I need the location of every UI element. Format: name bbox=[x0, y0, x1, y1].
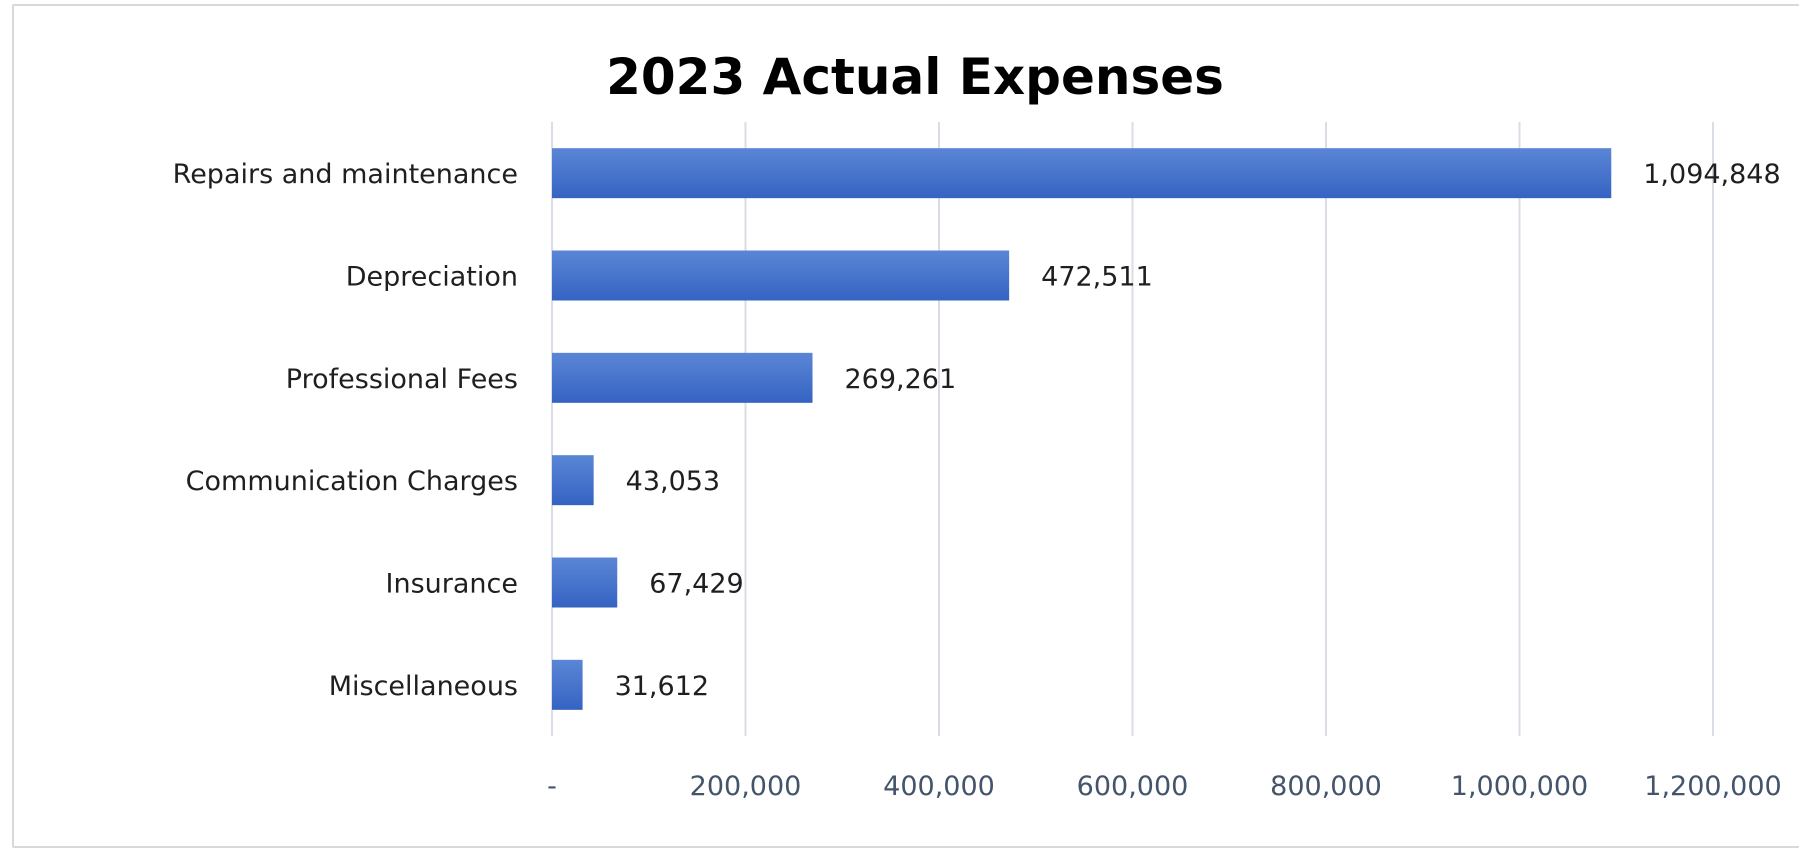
x-tick-label: 800,000 bbox=[1270, 771, 1382, 802]
data-label: 31,612 bbox=[615, 671, 709, 702]
x-tick-label: 1,000,000 bbox=[1451, 771, 1588, 802]
gridlines bbox=[552, 122, 1713, 736]
bars bbox=[552, 148, 1611, 710]
category-label: Miscellaneous bbox=[329, 671, 518, 702]
category-labels: Repairs and maintenance Depreciation Profe… bbox=[173, 159, 518, 702]
data-label: 1,094,848 bbox=[1643, 159, 1780, 190]
bar bbox=[552, 353, 813, 403]
category-label: Communication Charges bbox=[186, 466, 518, 497]
chart-title: 2023 Actual Expenses bbox=[606, 48, 1224, 106]
category-label: Repairs and maintenance bbox=[173, 159, 518, 190]
category-label: Insurance bbox=[386, 569, 518, 600]
bar-chart: 2023 Actual Expenses Repairs and mainten… bbox=[0, 0, 1799, 821]
x-tick-label: 400,000 bbox=[883, 771, 995, 802]
bar bbox=[552, 148, 1611, 198]
x-tick-label: 200,000 bbox=[690, 771, 802, 802]
bar bbox=[552, 251, 1009, 301]
x-axis-tick-labels: - 200,000 400,000 600,000 800,000 1,000,000 1,… bbox=[547, 771, 1782, 802]
data-label: 472,511 bbox=[1041, 262, 1153, 293]
bar bbox=[552, 455, 594, 505]
category-label: Professional Fees bbox=[286, 364, 518, 395]
x-tick-label: 1,200,000 bbox=[1644, 771, 1781, 802]
x-tick-label: - bbox=[547, 771, 557, 802]
x-tick-label: 600,000 bbox=[1077, 771, 1189, 802]
bar bbox=[552, 558, 617, 608]
bar bbox=[552, 660, 583, 710]
data-label: 67,429 bbox=[649, 569, 743, 600]
data-label: 269,261 bbox=[845, 364, 957, 395]
data-labels: 1,094,848 472,511 269,261 43,053 67,429 31,61… bbox=[615, 159, 1781, 702]
category-label: Depreciation bbox=[346, 262, 518, 293]
data-label: 43,053 bbox=[626, 466, 720, 497]
